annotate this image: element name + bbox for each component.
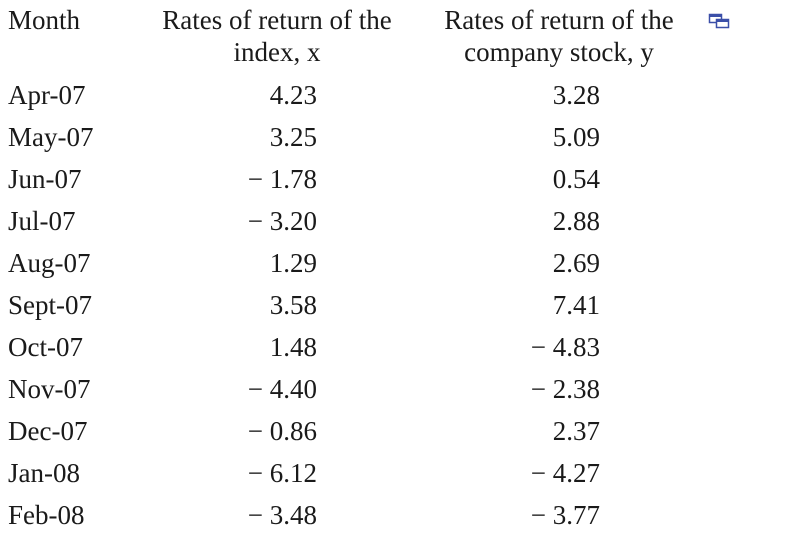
cell-index-return: − 4.40	[247, 374, 317, 404]
cell-month: Feb-08	[8, 500, 85, 530]
table-row: Oct-07 1.48 − 4.83	[0, 326, 808, 368]
cell-month: Aug-07	[8, 248, 91, 278]
cell-month: Sept-07	[8, 290, 92, 320]
cell-index-return: − 3.48	[247, 500, 317, 530]
cell-index-return: 1.48	[269, 332, 317, 362]
cell-month: Oct-07	[8, 332, 83, 362]
table-row: Sept-07 3.58 7.41	[0, 284, 808, 326]
table-header: Month Rates of return of the index, x Ra…	[0, 4, 808, 70]
table-row: May-07 3.25 5.09	[0, 116, 808, 158]
cell-stock-return: 2.37	[552, 416, 600, 446]
table-row: Dec-07 − 0.86 2.37	[0, 410, 808, 452]
cell-stock-return: − 2.38	[530, 374, 600, 404]
header-stock-return: Rates of return of the company stock, y	[428, 4, 690, 68]
cell-index-return: 3.25	[269, 122, 317, 152]
header-stock-return-line2: company stock, y	[464, 37, 654, 67]
cell-index-return: − 6.12	[247, 458, 317, 488]
cell-stock-return: 2.69	[552, 248, 600, 278]
cell-month: Nov-07	[8, 374, 91, 404]
cell-index-return: − 3.20	[247, 206, 317, 236]
cell-stock-return: 2.88	[552, 206, 600, 236]
cell-stock-return: − 3.77	[530, 500, 600, 530]
cell-stock-return: 7.41	[552, 290, 600, 320]
cell-month: Dec-07	[8, 416, 88, 446]
cell-stock-return: − 4.83	[530, 332, 600, 362]
cell-stock-return: 5.09	[552, 122, 600, 152]
cell-index-return: 3.58	[269, 290, 317, 320]
cell-stock-return: 3.28	[552, 80, 600, 110]
cell-index-return: 4.23	[269, 80, 317, 110]
cell-month: Jul-07	[8, 206, 76, 236]
cell-index-return: − 1.78	[247, 164, 317, 194]
table-row: Apr-07 4.23 3.28	[0, 74, 808, 116]
table-row: Jan-08 − 6.12 − 4.27	[0, 452, 808, 494]
header-index-return-line1: Rates of return of the	[162, 5, 392, 35]
table-row: Aug-07 1.29 2.69	[0, 242, 808, 284]
table-row: Feb-08 − 3.48 − 3.77	[0, 494, 808, 536]
cell-index-return: 1.29	[269, 248, 317, 278]
cell-stock-return: − 4.27	[530, 458, 600, 488]
table-row: Nov-07 − 4.40 − 2.38	[0, 368, 808, 410]
cell-month: May-07	[8, 122, 94, 152]
cell-index-return: − 0.86	[247, 416, 317, 446]
cell-month: Jun-07	[8, 164, 82, 194]
table-row: Jun-07 − 1.78 0.54	[0, 158, 808, 200]
header-index-return: Rates of return of the index, x	[147, 4, 407, 68]
cell-stock-return: 0.54	[552, 164, 600, 194]
table-row: Jul-07 − 3.20 2.88	[0, 200, 808, 242]
cell-month: Jan-08	[8, 458, 80, 488]
header-stock-return-line1: Rates of return of the	[444, 5, 674, 35]
cell-month: Apr-07	[8, 80, 86, 110]
header-index-return-line2: index, x	[233, 37, 321, 67]
header-month: Month	[8, 5, 81, 35]
table-body: Apr-07 4.23 3.28 May-07 3.25 5.09 Jun-07 − 1.78…	[0, 74, 808, 536]
popout-window-icon[interactable]	[708, 13, 730, 29]
